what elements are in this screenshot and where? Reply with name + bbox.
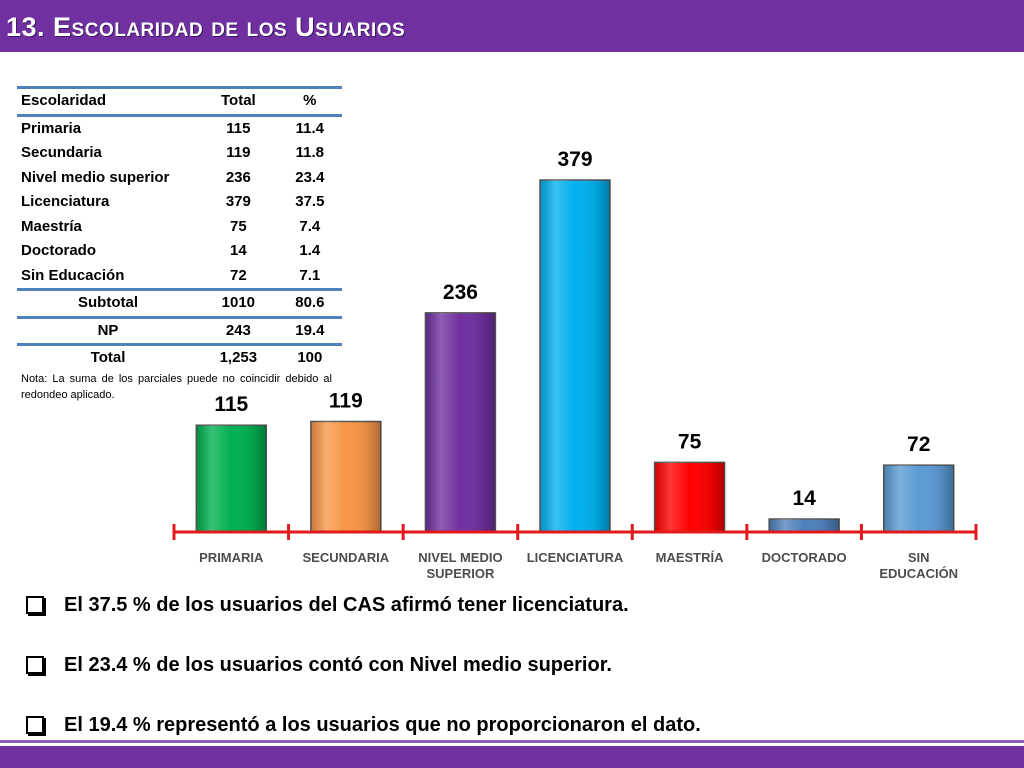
- row-percent: 7.1: [299, 266, 321, 284]
- bar-shading: [425, 312, 496, 532]
- table-row: Nivel medio superior 236 23.4: [17, 166, 342, 191]
- category-label: DOCTORADO: [762, 550, 847, 565]
- category-label: NIVEL MEDIO SUPERIOR: [418, 550, 502, 581]
- category-labels: PRIMARIA SECUNDARIA NIVEL MEDIO SUPERIOR LIC…: [199, 550, 958, 581]
- row-label: Licenciatura: [21, 193, 110, 210]
- table-note: Nota: La suma de los parciales puede no …: [21, 373, 332, 401]
- bars-group: 115 119 236 379 75 14 72: [195, 148, 955, 533]
- row-percent: 11.8: [295, 144, 325, 161]
- checkbox-bullet-icon: [26, 596, 44, 614]
- table-row: Maestría 75 7.4: [17, 215, 342, 240]
- bar-shading: [196, 425, 267, 532]
- category-label-line: SECUNDARIA: [303, 550, 390, 565]
- title-bar: 13. Escolaridad de los Usuarios: [0, 0, 1024, 52]
- total-row: Total 1,253 100: [17, 343, 342, 371]
- row-label: Nivel medio superior: [21, 168, 170, 186]
- row-total: 115: [226, 119, 251, 137]
- row-percent: 11.4: [295, 119, 325, 137]
- row-label: Primaria: [21, 119, 82, 137]
- category-label: SECUNDARIA: [303, 550, 390, 565]
- bar-value-label: 72: [907, 433, 930, 456]
- bar-value-label: 379: [557, 148, 592, 171]
- footer-line: [0, 740, 1024, 743]
- np-row: NP 243 19.4: [17, 315, 342, 345]
- row-total: 379: [225, 193, 251, 210]
- bullet-list: El 37.5 % de los usuarios del CAS afirmó…: [24, 586, 701, 766]
- bullet-item: El 23.4 % de los usuarios contó con Nive…: [24, 646, 701, 706]
- category-label-line: MAESTRÍA: [656, 550, 725, 565]
- row-total: 72: [230, 266, 247, 284]
- category-label-line: SIN: [908, 550, 930, 565]
- bar-shading: [654, 462, 725, 532]
- slide-title: 13. Escolaridad de los Usuarios: [6, 12, 406, 42]
- table-row: Primaria 115 11.4: [17, 115, 342, 141]
- bar-shading: [540, 180, 610, 532]
- table-row: Licenciatura 379 37.5: [17, 190, 342, 215]
- subtotal-label: Subtotal: [17, 288, 199, 317]
- col-header-percent: %: [277, 86, 342, 117]
- x-axis: [172, 524, 978, 540]
- row-label: Maestría: [21, 217, 82, 235]
- np-label: NP: [17, 315, 199, 345]
- subtotal-total: 1010: [199, 288, 278, 317]
- bullet-item: El 37.5 % de los usuarios del CAS afirmó…: [24, 586, 701, 646]
- table-row: Doctorado 14 1.4: [17, 239, 342, 264]
- total-percent: 100: [277, 343, 342, 371]
- row-total: 119: [226, 144, 251, 161]
- category-label-line: PRIMARIA: [199, 550, 264, 565]
- category-label-line: LICENCIATURA: [527, 550, 624, 565]
- bar-shading: [310, 421, 381, 532]
- row-total: 75: [230, 217, 247, 235]
- np-percent: 19.4: [277, 315, 342, 345]
- category-label-line: NIVEL MEDIO: [418, 550, 502, 565]
- table-header-row: Escolaridad Total %: [17, 86, 342, 117]
- row-total: 236: [225, 168, 251, 186]
- education-bar-chart: 115 119 236 379 75 14 72 PRIMARIA SECUNDARIA NIV…: [172, 148, 978, 581]
- row-total: 14: [230, 242, 247, 259]
- row-label: Doctorado: [21, 242, 96, 259]
- bar-shading: [769, 518, 840, 532]
- col-header-escolaridad: Escolaridad: [17, 86, 199, 117]
- checkbox-bullet-icon: [26, 656, 44, 674]
- subtotal-row: Subtotal 1010 80.6: [17, 288, 342, 317]
- bar-shading: [883, 465, 954, 532]
- category-label: LICENCIATURA: [527, 550, 624, 565]
- bar-value-label: 75: [678, 430, 702, 453]
- col-header-total: Total: [199, 86, 278, 117]
- bullet-text: El 19.4 % representó a los usuarios que …: [64, 714, 701, 736]
- total-label: Total: [17, 343, 199, 371]
- category-label: MAESTRÍA: [656, 550, 725, 565]
- bullet-text: El 23.4 % de los usuarios contó con Nive…: [64, 654, 612, 676]
- education-table: Escolaridad Total % Primaria 115 11.4 Secu…: [17, 86, 342, 371]
- table-row: Sin Educación 72 7.1: [17, 264, 342, 290]
- row-percent: 37.5: [295, 193, 325, 210]
- checkbox-bullet-icon: [26, 716, 44, 734]
- category-label-line: DOCTORADO: [762, 550, 847, 565]
- row-percent: 7.4: [299, 217, 321, 235]
- subtotal-percent: 80.6: [277, 288, 342, 317]
- bullet-item: El 19.4 % representó a los usuarios que …: [24, 706, 701, 766]
- row-percent: 23.4: [295, 168, 325, 186]
- category-label: SIN EDUCACIÓN: [879, 550, 958, 581]
- category-label-line: EDUCACIÓN: [879, 566, 958, 581]
- row-label: Secundaria: [21, 144, 102, 161]
- bullet-text: El 37.5 % de los usuarios del CAS afirmó…: [64, 594, 629, 616]
- bar-value-label: 14: [792, 487, 816, 510]
- np-total: 243: [199, 315, 278, 345]
- total-total: 1,253: [199, 343, 278, 371]
- footer-bar: [0, 746, 1024, 768]
- bar-value-label: 115: [214, 393, 248, 416]
- row-label: Sin Educación: [21, 266, 125, 284]
- category-label: PRIMARIA: [199, 550, 264, 565]
- category-label-line: SUPERIOR: [426, 566, 495, 581]
- row-percent: 1.4: [299, 242, 321, 259]
- bar-value-label: 119: [329, 389, 363, 412]
- bar-value-label: 236: [443, 281, 478, 304]
- table-row: Secundaria 119 11.8: [17, 141, 342, 166]
